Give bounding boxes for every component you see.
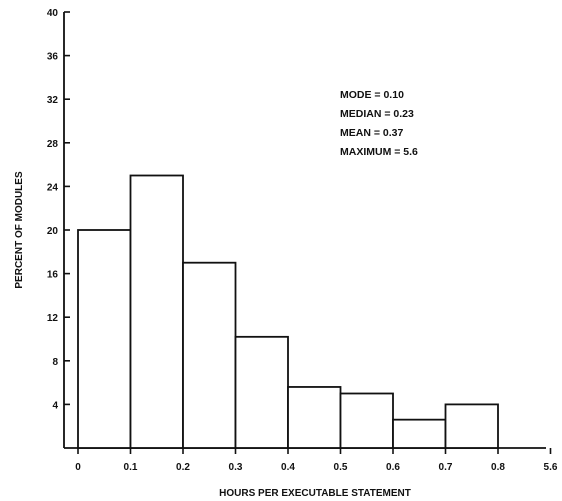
x-tick-label: 0.4 [281, 462, 295, 473]
histogram-bar [444, 403, 499, 449]
y-tick-label: 4 [52, 400, 58, 411]
y-tick-label: 12 [47, 313, 59, 324]
y-tick-label: 20 [47, 226, 59, 237]
x-tick-label: 5.6 [544, 462, 558, 473]
y-tick-label: 8 [52, 357, 58, 368]
histogram-bar [129, 174, 184, 449]
x-tick-label: 0.7 [439, 462, 453, 473]
y-tick-label: 32 [47, 95, 59, 106]
histogram-bar [287, 386, 342, 449]
y-tick-label: 40 [47, 8, 59, 19]
y-tick-label: 16 [47, 270, 59, 281]
histogram-bar [234, 335, 289, 449]
histogram-bar [339, 392, 394, 449]
x-tick-label: 0.3 [229, 462, 243, 473]
y-tick-label: 24 [47, 182, 59, 193]
histogram-bars [77, 174, 499, 449]
statistic-annotation: MEAN = 0.37 [340, 127, 403, 139]
x-axis-title: HOURS PER EXECUTABLE STATEMENT [219, 488, 411, 499]
x-tick-label: 0.6 [386, 462, 400, 473]
y-tick-label: 36 [47, 52, 59, 63]
y-tick-label: 28 [47, 139, 59, 150]
x-tick-label: 0.5 [334, 462, 348, 473]
x-tick-label: 0 [75, 462, 81, 473]
x-tick-label: 0.2 [176, 462, 190, 473]
statistic-annotation: MAXIMUM = 5.6 [340, 146, 418, 158]
histogram-bar [182, 261, 237, 449]
statistic-annotation: MEDIAN = 0.23 [340, 108, 414, 120]
statistic-annotation: MODE = 0.10 [340, 89, 404, 101]
histogram-bar [77, 229, 132, 449]
x-tick-label: 0.8 [491, 462, 505, 473]
y-axis-title: PERCENT OF MODULES [14, 171, 25, 289]
y-axis-ticks: 4 8 12 16 20 24 28 32 36 40 [47, 8, 70, 411]
x-axis-ticks: 0 0.1 0.2 0.3 0.4 0.5 0.6 0.7 0.8 5.6 [75, 448, 558, 473]
summary-statistics: MODE = 0.10 MEDIAN = 0.23 MEAN = 0.37 MAXIM… [340, 89, 418, 158]
x-tick-label: 0.1 [124, 462, 138, 473]
histogram-bar [392, 418, 447, 449]
